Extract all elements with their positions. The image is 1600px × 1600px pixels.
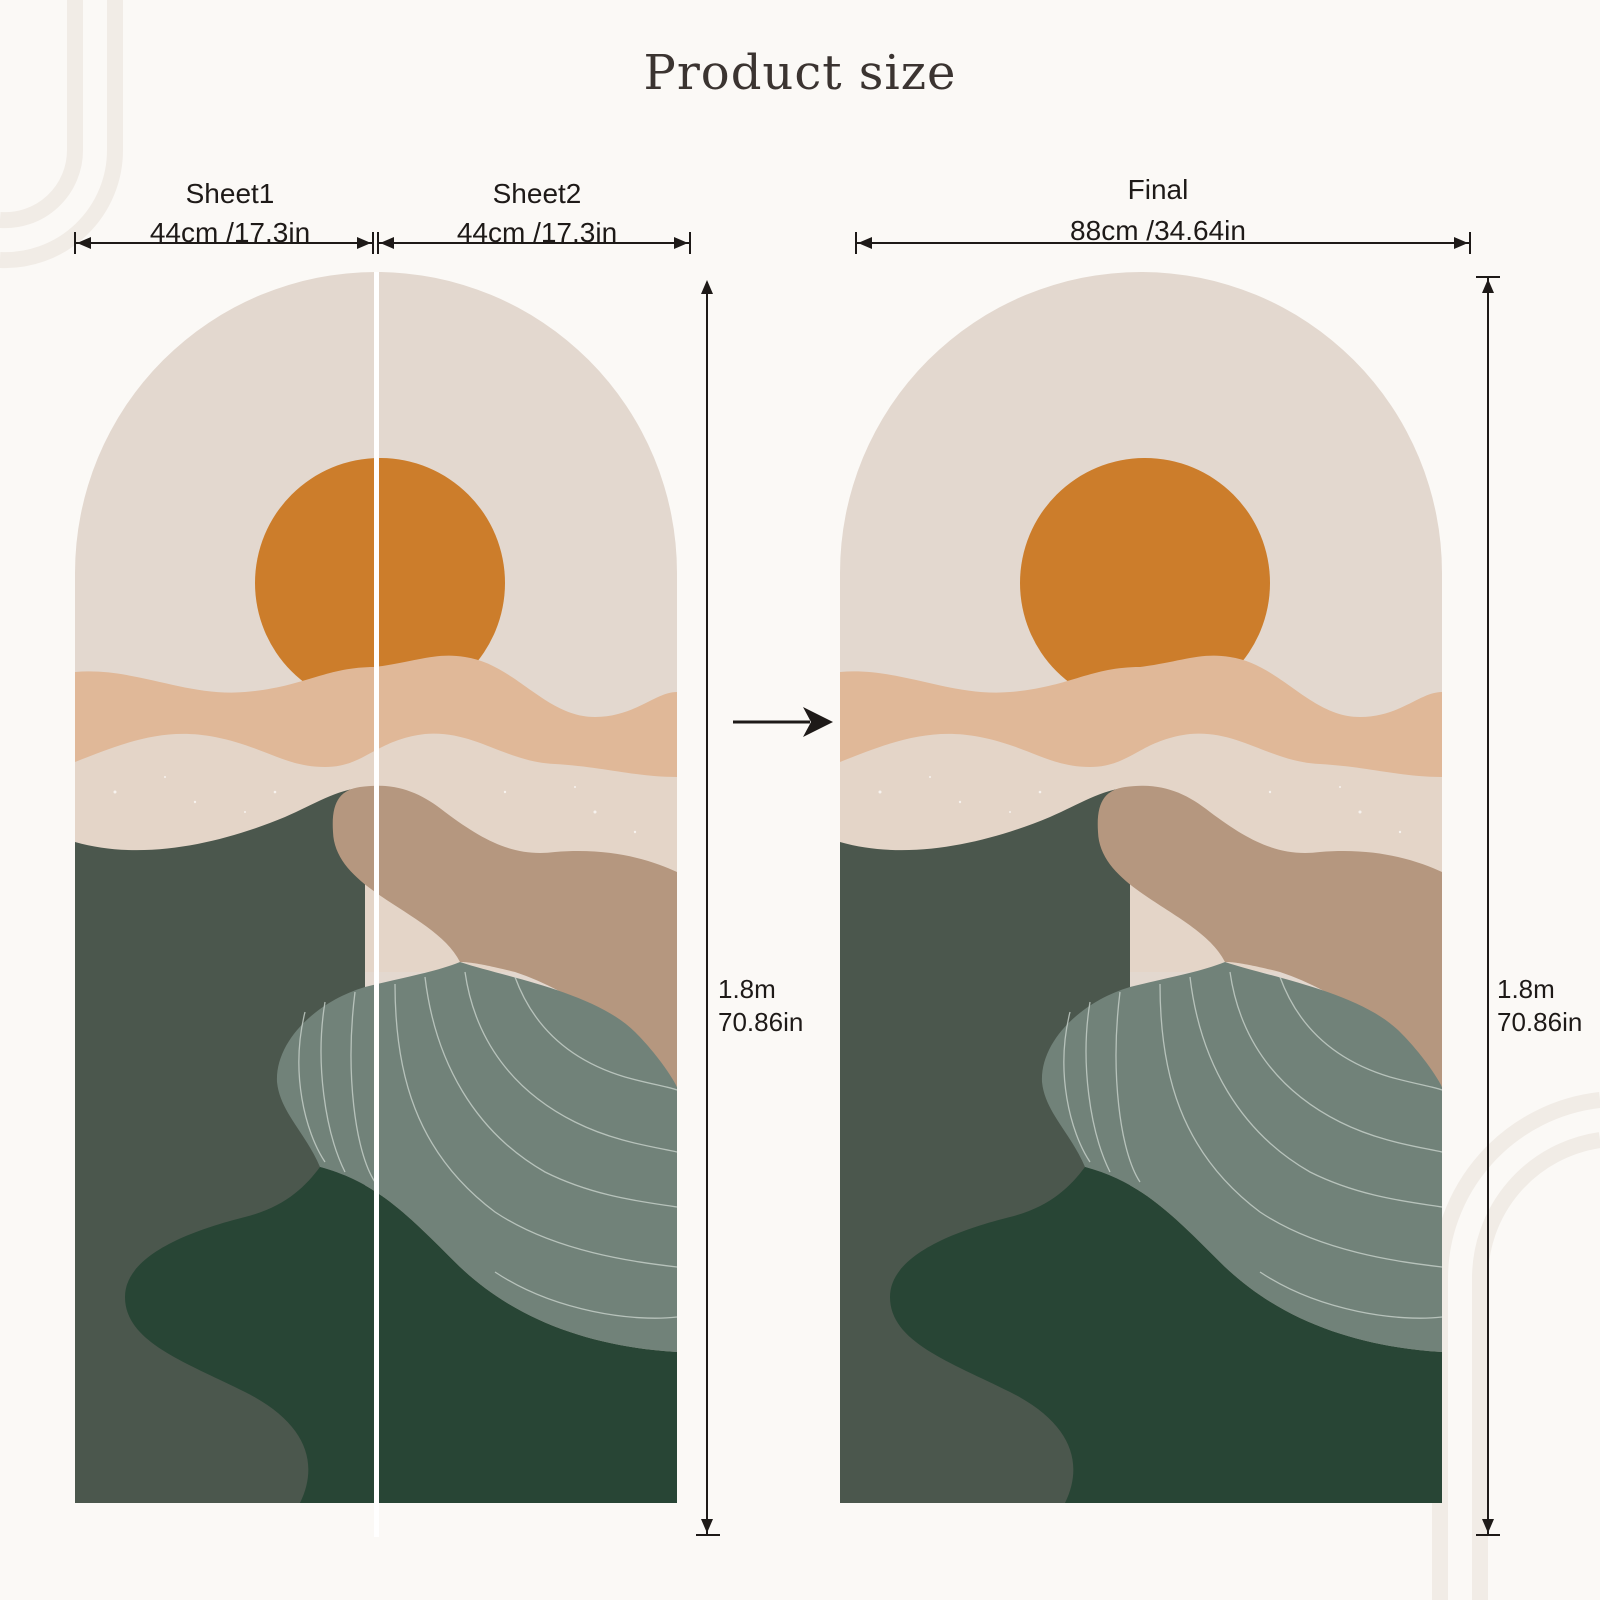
final-height-imperial: 70.86in: [1497, 1007, 1583, 1037]
sheet2-label: Sheet2: [492, 178, 582, 209]
final-height: 1.8m 70.86in: [1497, 973, 1582, 1039]
arrow-right-icon: [803, 707, 833, 737]
final-artwork: [840, 272, 1442, 1503]
sheet1-width: 44cm /17.3in: [149, 217, 311, 248]
sheets-height-imperial: 70.86in: [718, 1007, 804, 1037]
final-width: 88cm /34.64in: [1070, 215, 1246, 246]
final-label: Final: [1127, 174, 1189, 205]
page-title: Product size: [643, 45, 957, 101]
sheet2-width: 44cm /17.3in: [456, 217, 618, 248]
final-height-metric: 1.8m: [1497, 974, 1555, 1004]
sheet1-label: Sheet1: [185, 178, 275, 209]
sheets-height-metric: 1.8m: [718, 974, 776, 1004]
dimension-lines: [74, 232, 1500, 1536]
sheets-height: 1.8m 70.86in: [718, 973, 803, 1039]
sheet-seam: [374, 272, 379, 1537]
